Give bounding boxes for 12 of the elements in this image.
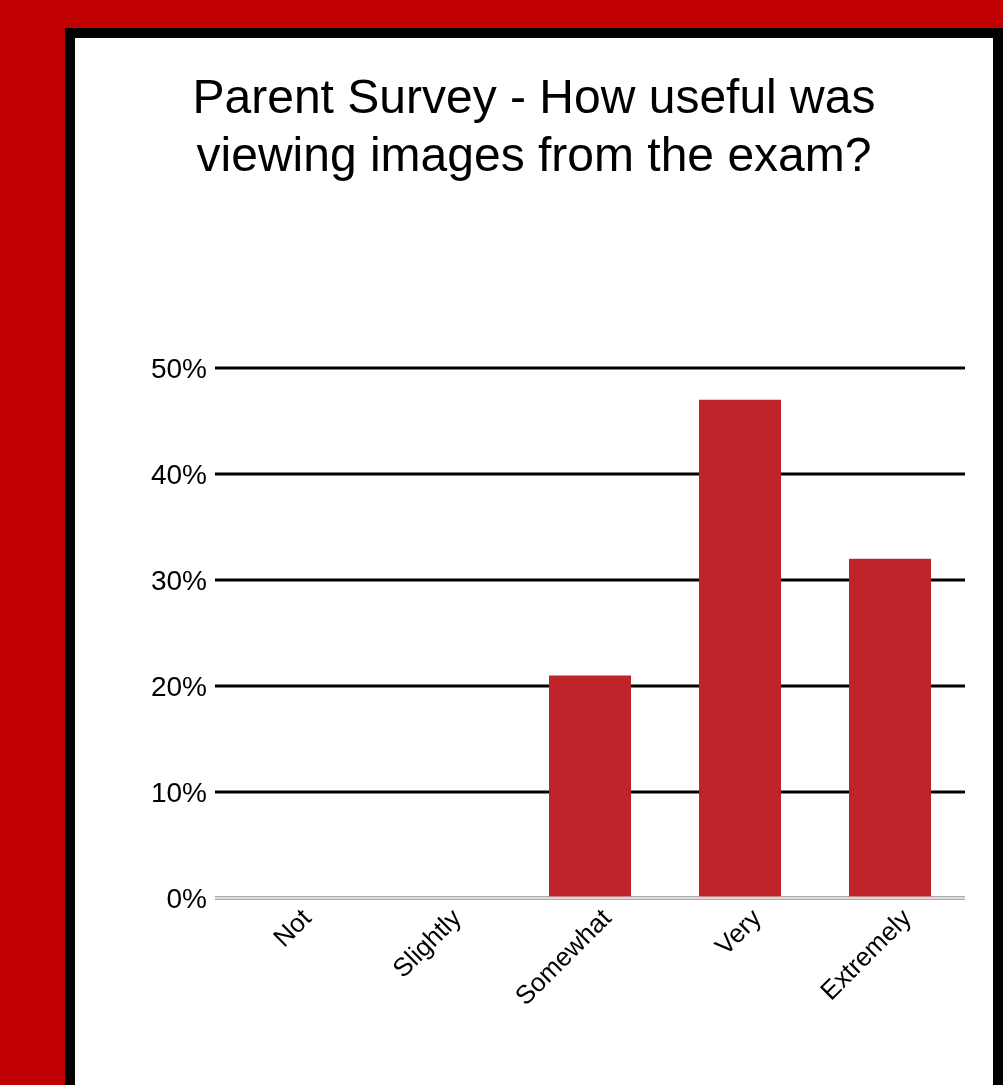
y-tick-label: 50% xyxy=(150,352,207,384)
y-tick-label: 20% xyxy=(150,670,207,702)
bar xyxy=(699,399,781,898)
chart-title: Parent Survey - How useful was viewing images from the exam? xyxy=(191,69,877,183)
y-tick-label: 30% xyxy=(150,564,207,596)
y-tick-label: 10% xyxy=(150,776,207,808)
x-tick-label: Not xyxy=(267,902,318,953)
bar xyxy=(549,675,631,898)
x-tick-label: Very xyxy=(708,902,767,961)
y-tick-label: 40% xyxy=(150,458,207,490)
y-tick-label: 0% xyxy=(166,882,207,914)
bar xyxy=(849,558,931,898)
